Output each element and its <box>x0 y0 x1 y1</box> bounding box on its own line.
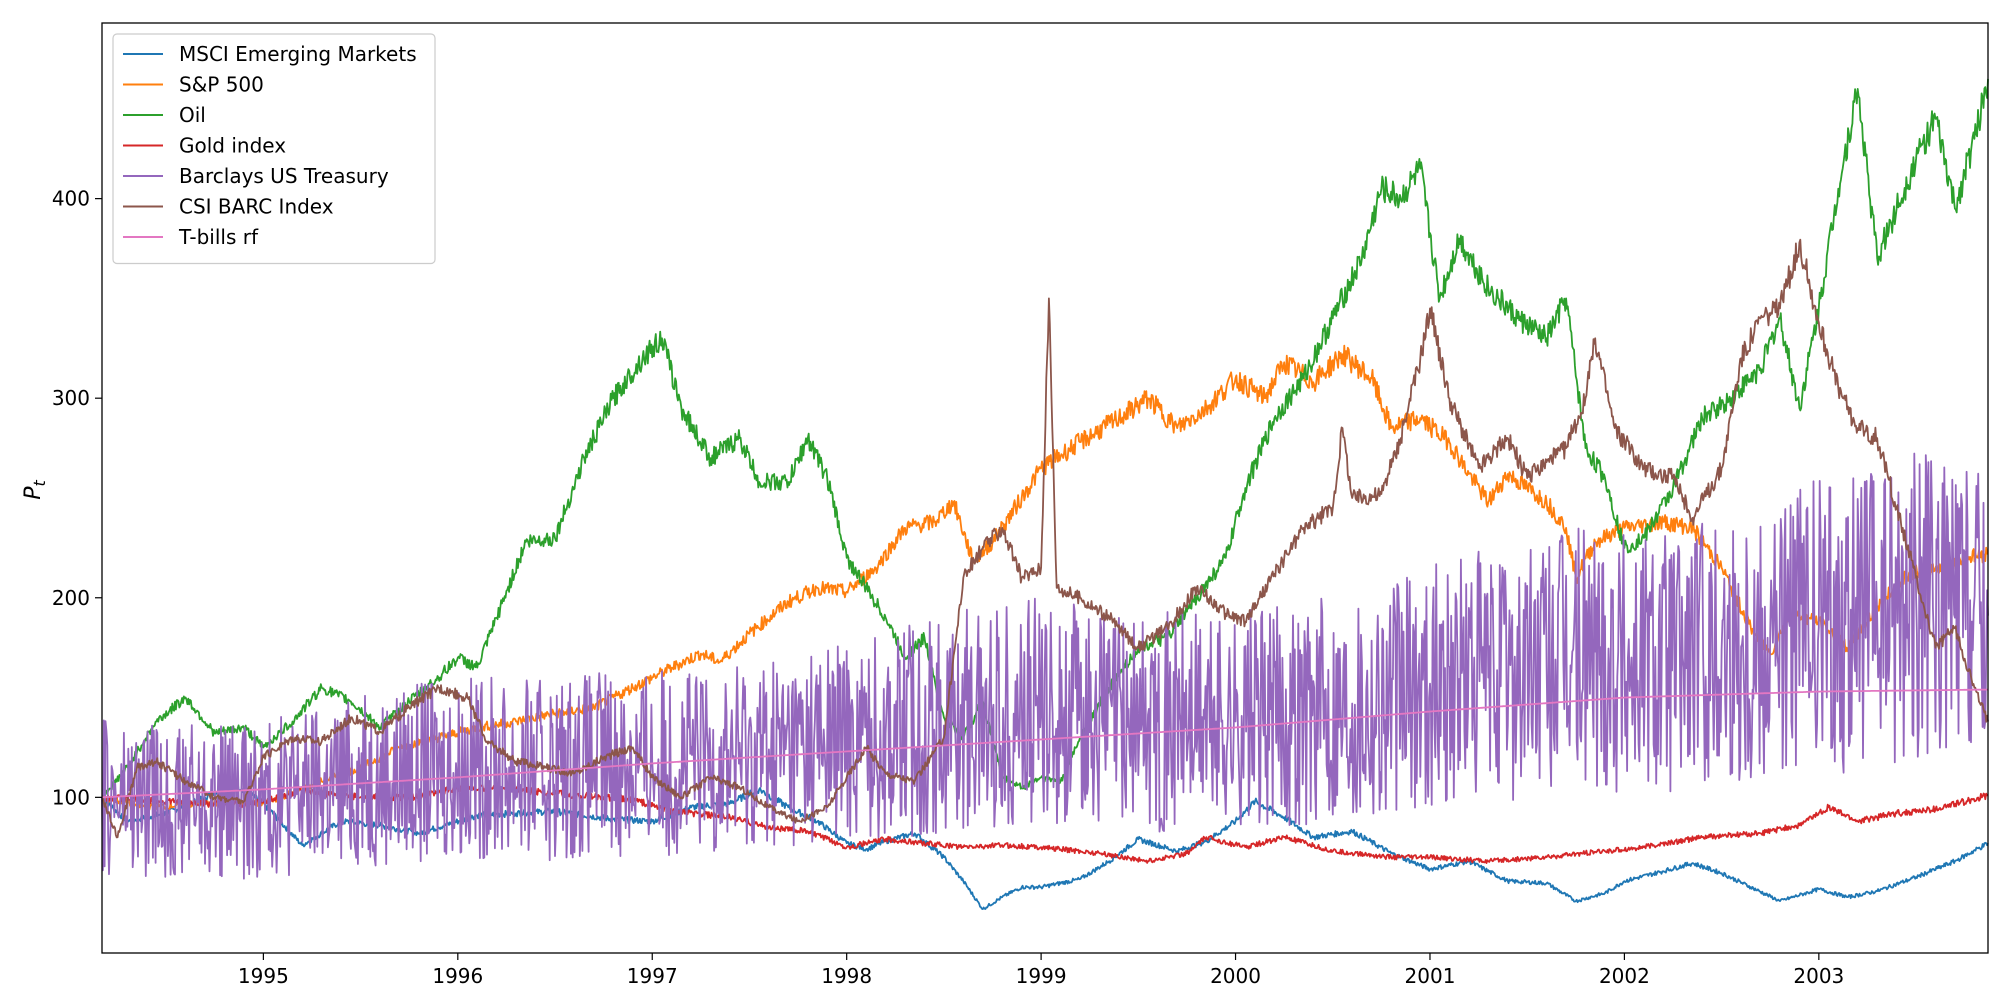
legend-label: CSI BARC Index <box>179 195 334 219</box>
x-tick-label: 2000 <box>1210 964 1261 988</box>
series-line-barclays-us-treasury <box>101 452 1989 880</box>
y-axis-title: Pt <box>21 480 49 500</box>
y-tick-label: 300 <box>52 386 90 410</box>
x-tick-label: 1996 <box>432 964 483 988</box>
y-tick-label: 100 <box>52 785 90 809</box>
plot-frame <box>101 22 1989 954</box>
series-line-msci-emerging-markets <box>101 780 1989 910</box>
x-tick-label: 2003 <box>1793 964 1844 988</box>
legend-label: S&P 500 <box>179 73 264 97</box>
y-tick-label: 400 <box>52 187 90 211</box>
y-axis: 100 200 300 400 <box>52 187 102 809</box>
legend-label: MSCI Emerging Markets <box>179 42 417 66</box>
x-tick-label: 2001 <box>1405 964 1456 988</box>
legend-label: T-bills rf <box>178 225 259 249</box>
x-tick-label: 2002 <box>1599 964 1650 988</box>
x-tick-label: 1997 <box>627 964 678 988</box>
x-axis: 1995 1996 1997 1998 1999 2000 2001 2002 2003 <box>238 953 1844 988</box>
x-tick-label: 1999 <box>1016 964 1067 988</box>
legend-label: Gold index <box>179 134 286 158</box>
legend-label: Barclays US Treasury <box>179 164 389 188</box>
legend-box <box>112 33 436 265</box>
x-tick-label: 1995 <box>238 964 289 988</box>
y-tick-label: 200 <box>52 586 90 610</box>
legend-label: Oil <box>179 103 206 127</box>
x-tick-label: 1998 <box>821 964 872 988</box>
series-layer <box>101 78 1989 910</box>
legend: MSCI Emerging Markets S&P 500 Oil Gold inde… <box>112 33 436 265</box>
series-line-csi-barc-index <box>101 238 1989 839</box>
series-line-t-bills-rf <box>102 688 1988 799</box>
